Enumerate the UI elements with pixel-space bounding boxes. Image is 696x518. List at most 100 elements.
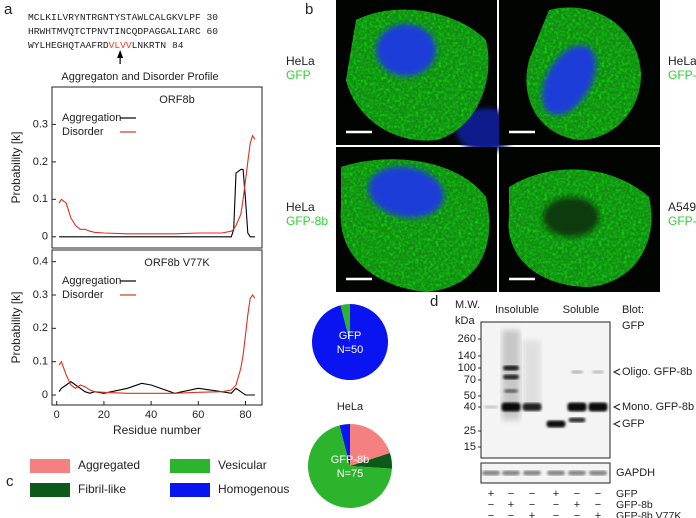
legend-label: Aggregation: [62, 275, 121, 287]
condition-sign: +: [595, 510, 601, 518]
legend-label: Aggregated: [78, 458, 140, 472]
pie-label: GFP-8b: [331, 454, 370, 466]
legend-label: Vesicular: [218, 458, 267, 472]
x-axis-label: Residue number: [113, 423, 201, 437]
band: [589, 470, 607, 476]
condition-sign: +: [529, 510, 535, 518]
band-label: Oligo. GFP-8b: [622, 366, 692, 378]
pie-slice: [339, 424, 350, 466]
x-tick-label: 0: [54, 409, 60, 421]
sequence-segment: HRWHTMVQTCTPNVTINCQDPAGGALIARC 60: [28, 26, 218, 37]
y-tick-label: 0.2: [33, 322, 48, 334]
sequence-segment: LNKRTN 84: [132, 40, 184, 51]
x-tick-label: 80: [239, 409, 251, 421]
plot-frame: [51, 86, 263, 249]
arrow-head: [117, 50, 124, 58]
condition-sign: −: [508, 510, 514, 518]
condition-label: GFP: [616, 488, 638, 500]
fraction-label: Insoluble: [495, 304, 539, 316]
band-label: GFP: [622, 418, 645, 430]
pie-slice: [340, 304, 350, 342]
band: [568, 417, 586, 423]
band-pointer: [612, 420, 621, 428]
series-line: [58, 294, 256, 394]
fraction-label: Soluble: [563, 304, 600, 316]
pie-label: N=75: [337, 468, 364, 480]
blot-label: Blot:: [622, 304, 644, 316]
cell-line-label: HeLa: [286, 200, 315, 214]
y-tick-label: 0.3: [33, 289, 48, 301]
band: [571, 370, 583, 374]
band: [504, 389, 518, 393]
y-tick-label: 0: [42, 389, 48, 401]
legend-label: Homogenous: [218, 482, 289, 496]
chart-title: ORF8b: [159, 94, 194, 106]
pie-label: GFP: [339, 330, 362, 342]
condition-sign: −: [488, 510, 494, 518]
legend-swatch: [170, 483, 210, 497]
cell-line-label: HeLa: [668, 54, 696, 68]
micrograph: [336, 0, 516, 152]
legend-label: Fibril-like: [78, 482, 126, 496]
mw-marker: 70: [464, 374, 476, 386]
y-tick-label: 0.3: [33, 118, 48, 130]
y-tick-label: 0.1: [33, 356, 48, 368]
panel-label: d: [430, 293, 438, 310]
chart-title: ORF8b V77K: [144, 257, 210, 269]
condition-sign: −: [553, 510, 559, 518]
condition-sign: −: [553, 499, 559, 511]
condition-label: GFP-8b V77K: [616, 510, 681, 518]
condition-sign: −: [529, 488, 535, 500]
band-pointer: [612, 403, 621, 411]
condition-sign: +: [553, 488, 559, 500]
cell-line-label: HeLa: [286, 54, 315, 68]
band: [568, 470, 586, 476]
blot-label: GFP: [622, 320, 645, 332]
nucleus: [542, 45, 596, 115]
protein-label: GFP-8b: [286, 214, 328, 228]
condition-sign: −: [508, 488, 514, 500]
y-tick-label: 0: [42, 231, 48, 243]
plot-frame: [51, 249, 263, 406]
loading-membrane: [480, 462, 611, 484]
sequence-line: WYLHEGHQTAAFRDVLVVLNKRTN 84: [28, 40, 184, 51]
series-line: [59, 168, 255, 238]
sequence-segment: VLVV: [109, 40, 132, 51]
sequence-segment: MCLKILVRYNTRGNTYSTAWLCALGKVLPF 30: [28, 12, 218, 23]
y-tick-label: 0.4: [33, 256, 48, 268]
condition-sign: −: [595, 499, 601, 511]
pie-slice: [350, 453, 392, 469]
band: [523, 470, 541, 476]
band: [547, 470, 565, 476]
mw-header: M.W.: [455, 299, 480, 311]
nucleus-shadow: [543, 197, 599, 237]
nucleus: [368, 166, 444, 218]
pie-label: N=50: [337, 344, 364, 356]
x-tick-label: 60: [192, 409, 204, 421]
band: [484, 405, 498, 409]
band: [592, 370, 604, 374]
cell-line-label: A549: [668, 200, 696, 214]
condition-sign: +: [574, 499, 580, 511]
y-tick-label: 0.1: [33, 193, 48, 205]
mw-marker: 50: [464, 390, 476, 402]
x-tick-label: 40: [145, 409, 157, 421]
band: [546, 420, 566, 428]
mw-marker: 25: [464, 425, 476, 437]
y-tick-label: 0.2: [33, 156, 48, 168]
protein-label: GFP: [286, 68, 311, 82]
band-label: Mono. GFP-8b: [622, 401, 694, 413]
legend-swatch: [170, 459, 210, 473]
mw-header: kDa: [455, 315, 475, 327]
band: [502, 470, 520, 476]
mw-marker: 260: [458, 333, 476, 345]
condition-sign: −: [488, 499, 494, 511]
condition-sign: −: [574, 488, 580, 500]
condition-sign: −: [574, 510, 580, 518]
nucleus: [376, 24, 436, 76]
band: [503, 365, 519, 371]
x-tick-label: 20: [98, 409, 110, 421]
condition-sign: +: [508, 499, 514, 511]
sequence-line: HRWHTMVQTCTPNVTINCQDPAGGALIARC 60: [28, 26, 218, 37]
